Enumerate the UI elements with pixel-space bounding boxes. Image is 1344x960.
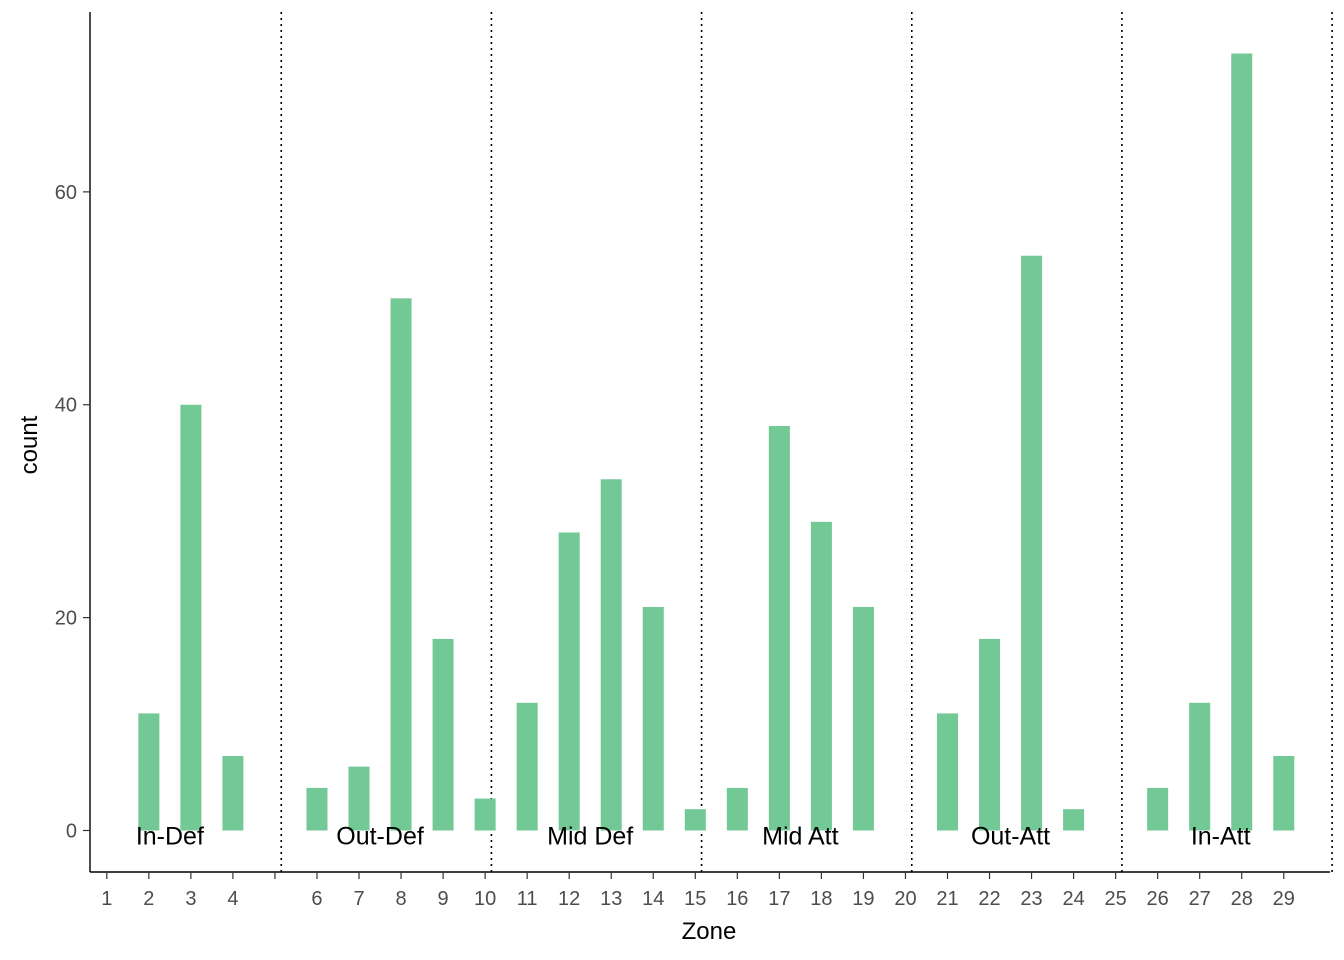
x-tick-label-11: 11	[517, 888, 538, 910]
bar-zone-8	[390, 298, 412, 831]
bar-zone-3	[180, 404, 202, 831]
group-label-1: In-Def	[136, 822, 204, 850]
bar-zone-11	[516, 702, 538, 831]
y-tick-label-40: 40	[55, 395, 77, 417]
bar-zone-18	[810, 521, 832, 831]
group-label-6: In-Att	[1191, 822, 1251, 850]
x-tick-label-20: 20	[894, 888, 916, 910]
x-tick-label-29: 29	[1273, 888, 1295, 910]
bar-zone-15	[684, 809, 706, 831]
bar-zone-22	[979, 638, 1001, 831]
y-axis-title: count	[16, 415, 43, 474]
group-label-2: Out-Def	[336, 822, 424, 850]
bar-zone-16	[726, 787, 748, 831]
bar-zone-7	[348, 766, 370, 831]
x-tick-label-23: 23	[1020, 888, 1042, 910]
group-label-3: Mid Def	[547, 822, 633, 850]
bar-zone-19	[852, 606, 874, 831]
bar-zone-21	[936, 713, 958, 831]
x-tick-label-28: 28	[1231, 888, 1253, 910]
x-tick-label-19: 19	[852, 888, 874, 910]
x-tick-label-8: 8	[395, 888, 406, 910]
x-tick-label-4: 4	[227, 888, 238, 910]
bar-zone-14	[642, 606, 664, 831]
x-tick-label-15: 15	[684, 888, 706, 910]
x-tick-label-2: 2	[143, 888, 154, 910]
bar-zone-12	[558, 532, 580, 831]
group-labels-layer: In-Def Out-Def Mid Def Mid Att Out-Att In-Att	[136, 822, 1251, 850]
bar-zone-13	[600, 479, 622, 831]
bar-zone-6	[306, 787, 328, 831]
x-tick-label-14: 14	[642, 888, 664, 910]
bar-zone-28	[1231, 53, 1253, 831]
bar-zone-26	[1147, 787, 1169, 831]
x-tick-label-3: 3	[185, 888, 196, 910]
x-tick-label-24: 24	[1062, 888, 1084, 910]
x-tick-label-18: 18	[810, 888, 832, 910]
x-tick-label-26: 26	[1147, 888, 1169, 910]
y-tick-label-60: 60	[55, 182, 77, 204]
bar-zone-29	[1273, 755, 1295, 831]
x-tick-label-17: 17	[768, 888, 790, 910]
x-tick-label-1: 1	[101, 888, 112, 910]
bar-zone-17	[768, 426, 790, 831]
x-tick-label-12: 12	[558, 888, 580, 910]
x-tick-label-25: 25	[1105, 888, 1127, 910]
x-tick-label-22: 22	[978, 888, 1000, 910]
x-tick-label-21: 21	[936, 888, 958, 910]
x-axis-title: Zone	[682, 918, 737, 945]
x-tick-label-16: 16	[726, 888, 748, 910]
x-tick-label-6: 6	[311, 888, 322, 910]
x-tick-label-10: 10	[474, 888, 496, 910]
x-tick-label-9: 9	[438, 888, 449, 910]
bar-zone-24	[1063, 809, 1085, 831]
x-ticks-layer: 1 2 3 4 6 7 8 9 10 11 12 13 14 15 16 17 18 19 20 21 22 23 24 25…	[101, 872, 1295, 910]
bar-zone-10	[474, 798, 496, 831]
bar-zone-4	[222, 755, 244, 831]
x-tick-label-7: 7	[353, 888, 364, 910]
y-tick-label-0: 0	[66, 820, 77, 842]
group-label-5: Out-Att	[971, 822, 1050, 850]
bars-layer	[138, 53, 1295, 831]
x-tick-label-13: 13	[600, 888, 622, 910]
y-ticks-layer: 0 20 40 60	[55, 182, 90, 842]
x-tick-label-27: 27	[1189, 888, 1211, 910]
bar-zone-2	[138, 713, 160, 831]
bar-zone-27	[1189, 702, 1211, 831]
bar-zone-9	[432, 638, 454, 831]
group-label-4: Mid Att	[762, 822, 838, 850]
y-tick-label-20: 20	[55, 608, 77, 630]
bar-zone-23	[1021, 255, 1043, 831]
